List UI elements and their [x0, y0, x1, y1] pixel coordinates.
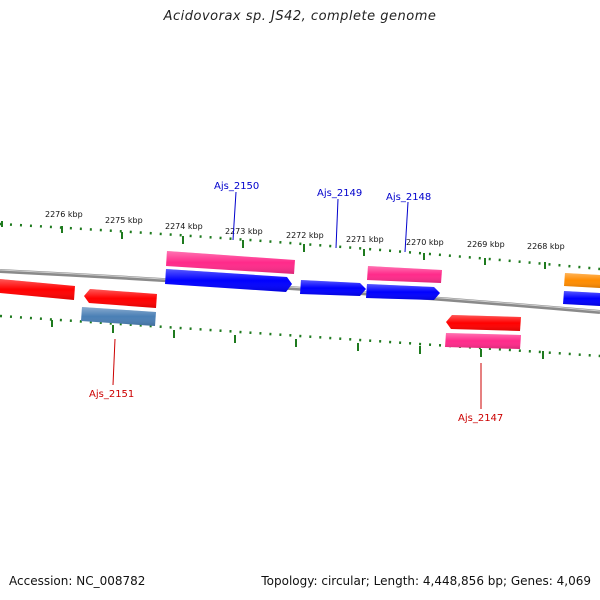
scale-label-2273: 2273 kbp: [225, 227, 263, 236]
gene-label-ajs-2147[interactable]: Ajs_2147: [458, 413, 503, 424]
forward-genes: [165, 251, 600, 306]
inner-major-ticks: [51, 320, 544, 359]
genome-summary-text: Topology: circular; Length: 4,448,856 bp…: [261, 574, 591, 588]
genome-backbone: [0, 269, 600, 314]
scale-label-2272: 2272 kbp: [286, 231, 324, 240]
scale-label-2270: 2270 kbp: [406, 238, 444, 247]
gene-labels: Ajs_2150 Ajs_2149 Ajs_2148 Ajs_2151 Ajs_…: [89, 181, 503, 424]
inner-tick-ring: [0, 314, 600, 358]
label-leaders: [112, 191, 482, 409]
outer-tick-ring: [0, 222, 600, 271]
scale-label-2271: 2271 kbp: [346, 235, 384, 244]
scale-label-2269: 2269 kbp: [467, 240, 505, 249]
scale-label-2275: 2275 kbp: [105, 216, 143, 225]
gene-label-ajs-2149[interactable]: Ajs_2149: [317, 188, 362, 199]
reverse-genes: [0, 279, 521, 349]
scale-label-2274: 2274 kbp: [165, 222, 203, 231]
accession-text: Accession: NC_008782: [9, 574, 146, 588]
scale-label-2268: 2268 kbp: [527, 242, 565, 251]
gene-label-ajs-2150[interactable]: Ajs_2150: [214, 181, 259, 192]
map-title: Acidovorax sp. JS42, complete genome: [163, 9, 437, 24]
gene-label-ajs-2148[interactable]: Ajs_2148: [386, 192, 431, 203]
gene-label-ajs-2151[interactable]: Ajs_2151: [89, 389, 134, 400]
scale-label-2276: 2276 kbp: [45, 210, 83, 219]
outer-major-ticks: [1, 221, 546, 269]
scale-labels: 2276 kbp 2275 kbp 2274 kbp 2273 kbp 2272…: [45, 210, 565, 251]
